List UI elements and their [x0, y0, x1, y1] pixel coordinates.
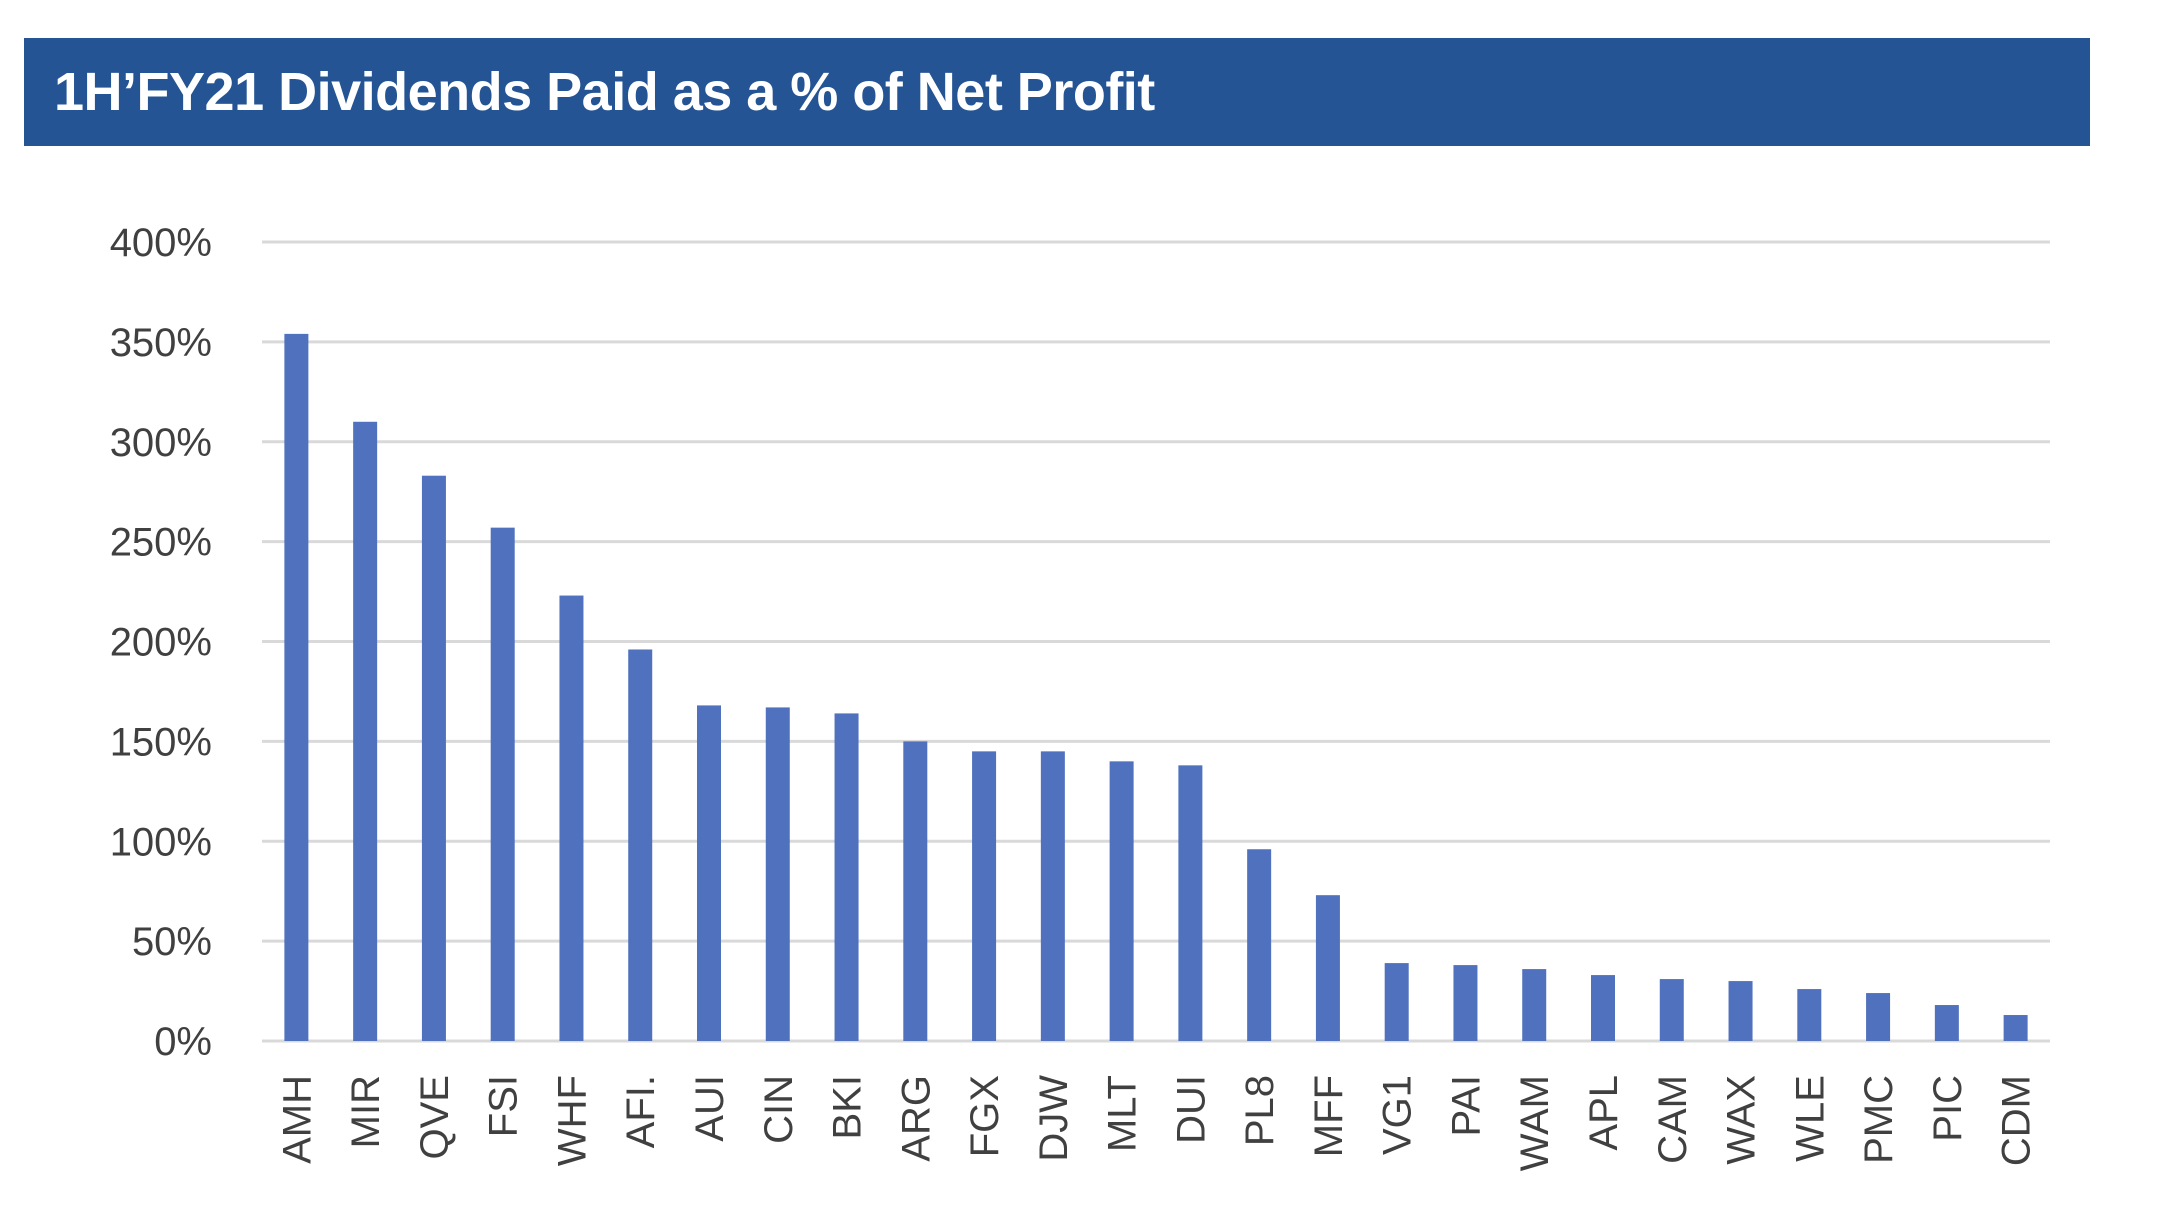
x-category-label: QVE — [413, 1075, 457, 1159]
bar-qve — [421, 475, 446, 1041]
x-category-label: WLE — [1788, 1075, 1832, 1162]
x-category-label: WAM — [1513, 1075, 1557, 1171]
x-category-label: MLT — [1101, 1075, 1145, 1152]
bar-wam — [1522, 969, 1547, 1041]
bar-arg — [903, 741, 928, 1041]
bar-fsi — [490, 527, 515, 1041]
x-category-label: APL — [1582, 1075, 1626, 1151]
bar-pl8 — [1247, 849, 1272, 1041]
y-tick-label: 0% — [154, 1020, 212, 1064]
x-category-label: AFI. — [619, 1075, 663, 1148]
x-category-label: PIC — [1926, 1075, 1970, 1142]
bar-mff — [1315, 895, 1340, 1041]
y-tick-label: 400% — [110, 221, 212, 265]
bar-wle — [1797, 989, 1822, 1041]
bar-cam — [1659, 979, 1684, 1041]
bar-whf — [559, 595, 584, 1041]
bar-pai — [1453, 965, 1478, 1041]
bar-mlt — [1109, 761, 1134, 1041]
y-tick-label: 350% — [110, 321, 212, 365]
x-category-label: CIN — [757, 1075, 801, 1144]
x-category-label: PMC — [1857, 1075, 1901, 1164]
chart-title: 1H’FY21 Dividends Paid as a % of Net Pro… — [54, 62, 1155, 122]
y-tick-label: 100% — [110, 820, 212, 864]
x-category-label: WHF — [550, 1075, 594, 1166]
bar-fgx — [972, 751, 997, 1041]
x-category-label: DUI — [1169, 1075, 1213, 1144]
bar-pmc — [1866, 993, 1891, 1041]
bar-djw — [1040, 751, 1065, 1041]
x-category-label: WAX — [1720, 1075, 1764, 1165]
bar-pic — [1934, 1005, 1959, 1041]
bar-bki — [834, 713, 859, 1041]
bar-wax — [1728, 981, 1753, 1041]
y-axis-tick-labels: 0% 50% 100% 150% 200% 250% 300% 350% 400% — [110, 221, 212, 1064]
y-tick-label: 300% — [110, 421, 212, 465]
x-category-label: PAI — [1444, 1075, 1488, 1137]
bar-apl — [1591, 975, 1615, 1041]
bar-mir — [353, 421, 378, 1041]
bar-aui — [697, 705, 721, 1041]
title-banner: 1H’FY21 Dividends Paid as a % of Net Pro… — [24, 38, 2090, 146]
x-category-label: BKI — [826, 1075, 870, 1139]
x-category-label: CAM — [1651, 1075, 1695, 1164]
y-tick-label: 250% — [110, 521, 212, 565]
bar-afi — [628, 649, 653, 1041]
y-tick-label: 50% — [132, 920, 212, 964]
bar-cdm — [2003, 1015, 2028, 1041]
x-axis-category-labels: AMH MIR QVE FSI WHF AFI. AUI CIN BKI ARG FGX DJW MLT… — [275, 1075, 2038, 1172]
bar-cin — [765, 707, 790, 1041]
x-category-label: FGX — [963, 1075, 1007, 1157]
y-tick-label: 200% — [110, 621, 212, 665]
x-category-label: DJW — [1032, 1075, 1076, 1162]
x-category-label: CDM — [1995, 1075, 2039, 1166]
x-category-label: MIR — [344, 1075, 388, 1148]
x-category-label: FSI — [482, 1075, 526, 1137]
grid-lines — [262, 240, 2050, 1043]
x-category-label: AMH — [275, 1075, 319, 1164]
x-category-label: PL8 — [1238, 1075, 1282, 1146]
bar-vg1 — [1384, 963, 1409, 1041]
bars — [284, 333, 2028, 1041]
x-category-label: MFF — [1307, 1075, 1351, 1157]
bar-dui — [1178, 765, 1203, 1041]
x-category-label: ARG — [894, 1075, 938, 1162]
bar-amh — [284, 333, 309, 1041]
y-tick-label: 150% — [110, 720, 212, 764]
x-category-label: VG1 — [1376, 1075, 1420, 1155]
x-category-label: AUI — [688, 1075, 732, 1142]
